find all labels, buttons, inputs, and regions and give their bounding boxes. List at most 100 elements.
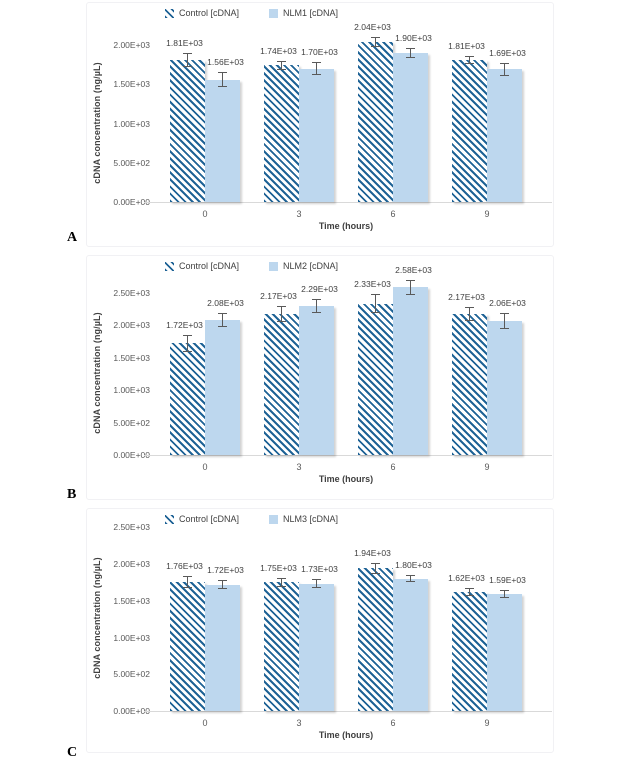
y-tick-label: 0.00E+00 xyxy=(113,450,150,460)
x-tick-label: 3 xyxy=(296,718,302,728)
legend-entry: Control [cDNA] xyxy=(165,515,239,524)
x-tick-label: 9 xyxy=(484,462,490,472)
y-tick-label: 1.00E+03 xyxy=(113,118,150,129)
legend: Control [cDNA] NLM2 [cDNA] xyxy=(165,262,338,271)
bar-control xyxy=(358,568,393,711)
error-bar xyxy=(277,305,286,323)
bar-control xyxy=(170,59,205,202)
error-bar xyxy=(277,577,286,587)
legend-label: NLM2 [cDNA] xyxy=(283,261,339,271)
y-tick-label: 0.00E+00 xyxy=(113,197,150,207)
data-label: 2.04E+03 xyxy=(354,22,391,33)
y-tick-label: 2.50E+03 xyxy=(113,287,150,298)
data-label: 2.58E+03 xyxy=(395,264,432,275)
legend-swatch-hatched-icon xyxy=(165,515,174,524)
legend-label: NLM1 [cDNA] xyxy=(283,8,339,18)
data-label: 1.94E+03 xyxy=(354,548,391,559)
bar-treatment xyxy=(487,321,522,455)
panel-letter-c: C xyxy=(67,745,78,760)
error-bar xyxy=(465,306,474,322)
chart-panel-a: Control [cDNA] NLM1 [cDNA] cDNA concentrat… xyxy=(0,0,624,253)
legend-entry: Control [cDNA] xyxy=(165,262,239,271)
error-bar xyxy=(183,575,192,588)
data-label: 1.81E+03 xyxy=(448,40,485,51)
data-label: 1.72E+03 xyxy=(166,319,203,330)
data-label: 1.56E+03 xyxy=(207,57,244,68)
chart-frame xyxy=(86,2,554,247)
bar-treatment xyxy=(393,52,428,202)
x-tick-label: 6 xyxy=(390,462,396,472)
bar-treatment xyxy=(205,79,240,202)
x-tick-label: 9 xyxy=(484,718,490,728)
legend: Control [cDNA] NLM3 [cDNA] xyxy=(165,515,338,524)
panel-letter-a: A xyxy=(67,230,78,245)
legend-swatch-solid-icon xyxy=(269,262,279,271)
legend-label: NLM3 [cDNA] xyxy=(283,514,339,524)
error-bar xyxy=(218,312,227,327)
bar-control xyxy=(358,41,393,202)
data-label: 1.59E+03 xyxy=(489,575,526,586)
bar-control xyxy=(170,343,205,455)
error-bar xyxy=(371,37,380,47)
data-label: 1.72E+03 xyxy=(207,565,244,576)
y-tick-label: 1.50E+03 xyxy=(113,352,150,363)
y-tick-label: 5.00E+02 xyxy=(113,157,150,168)
data-label: 2.33E+03 xyxy=(354,279,391,290)
chart-panel-b: Control [cDNA] NLM2 [cDNA] cDNA concentrat… xyxy=(0,253,624,506)
y-tick-label: 1.50E+03 xyxy=(113,79,150,90)
error-bar xyxy=(183,334,192,352)
chart-panel-c: Control [cDNA] NLM3 [cDNA] cDNA concentrat… xyxy=(0,506,624,760)
bar-treatment xyxy=(299,306,334,455)
x-tick-label: 6 xyxy=(390,209,396,219)
error-bar xyxy=(406,279,415,296)
bar-control xyxy=(170,581,205,711)
bar-control xyxy=(452,313,487,455)
error-bar xyxy=(218,580,227,589)
legend-label: Control [cDNA] xyxy=(179,8,240,18)
error-bar xyxy=(371,294,380,313)
y-tick-label: 2.00E+03 xyxy=(113,320,150,330)
data-label: 1.70E+03 xyxy=(301,47,338,58)
bar-treatment xyxy=(299,583,334,711)
error-bar xyxy=(406,48,415,58)
legend-swatch-solid-icon xyxy=(269,515,279,524)
chart-frame xyxy=(86,508,554,753)
x-tick-label: 3 xyxy=(296,462,302,472)
x-tick-label: 3 xyxy=(296,209,302,219)
error-bar xyxy=(465,587,474,597)
bar-treatment xyxy=(487,594,522,711)
error-bar xyxy=(500,590,509,598)
bar-treatment xyxy=(205,319,240,455)
legend-label: Control [cDNA] xyxy=(179,261,240,271)
bar-control xyxy=(452,59,487,202)
data-label: 1.90E+03 xyxy=(395,33,432,44)
data-label: 2.17E+03 xyxy=(448,291,485,302)
legend-entry: NLM1 [cDNA] xyxy=(269,9,338,18)
error-bar xyxy=(406,575,415,583)
data-label: 1.74E+03 xyxy=(260,45,297,56)
x-axis-title: Time (hours) xyxy=(318,221,374,231)
bar-control xyxy=(358,303,393,455)
y-tick-label: 0.00E+00 xyxy=(113,706,150,716)
data-label: 1.81E+03 xyxy=(166,37,203,48)
bar-treatment xyxy=(393,578,428,711)
y-tick-label: 2.00E+03 xyxy=(113,559,150,569)
legend-swatch-hatched-icon xyxy=(165,262,174,271)
error-bar xyxy=(183,52,192,67)
legend-entry: NLM2 [cDNA] xyxy=(269,262,338,271)
x-axis-title: Time (hours) xyxy=(318,730,374,740)
data-label: 1.76E+03 xyxy=(166,560,203,571)
x-tick-label: 0 xyxy=(202,718,208,728)
x-axis-title: Time (hours) xyxy=(318,474,374,484)
y-tick-label: 1.00E+03 xyxy=(113,385,150,395)
data-label: 1.62E+03 xyxy=(448,572,485,583)
y-tick-label: 5.00E+02 xyxy=(113,669,150,680)
legend-label: Control [cDNA] xyxy=(179,514,240,524)
bar-treatment xyxy=(487,69,522,202)
data-label: 1.73E+03 xyxy=(301,564,338,575)
legend: Control [cDNA] NLM1 [cDNA] xyxy=(165,9,338,18)
panel-letter-b: B xyxy=(67,487,77,502)
bar-control xyxy=(264,582,299,711)
legend-entry: Control [cDNA] xyxy=(165,9,239,18)
